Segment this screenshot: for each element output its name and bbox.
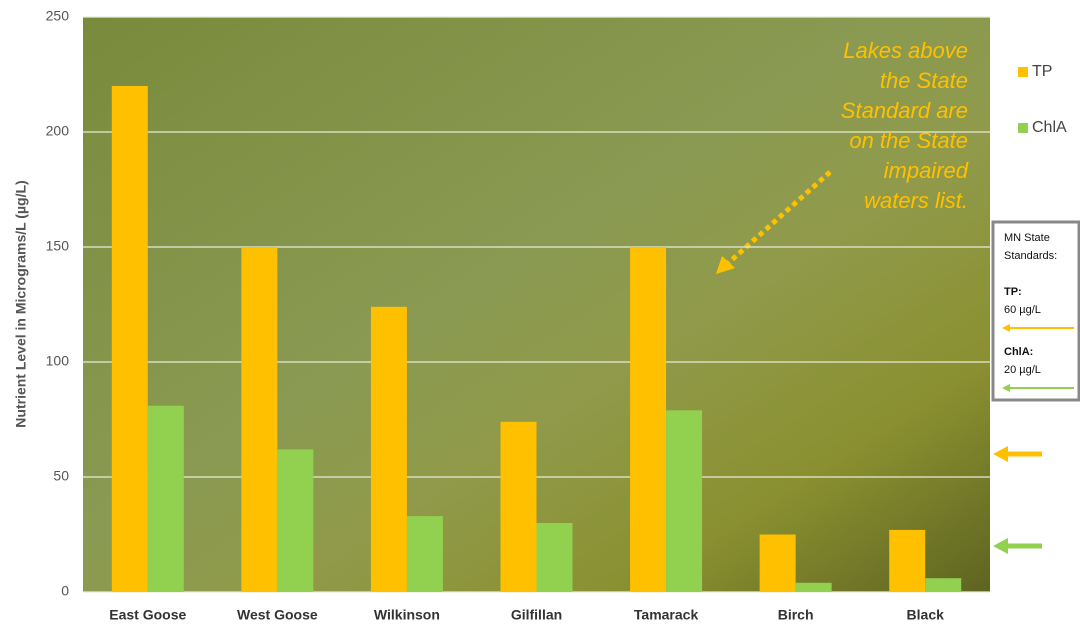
annotation-text: Lakes above: [843, 38, 968, 63]
annotation-arrow: [723, 170, 832, 268]
bar: [147, 405, 184, 592]
bar: [795, 582, 832, 592]
x-tick-label: Birch: [778, 607, 814, 623]
legend-label: ChlA: [1032, 119, 1067, 136]
standards-title: MN State: [1004, 232, 1050, 244]
y-axis-label: Nutrient Level in Micrograms/L (µg/L): [13, 180, 29, 427]
y-tick-label: 0: [61, 583, 69, 599]
bar: [666, 410, 703, 592]
y-tick-label: 100: [46, 353, 70, 369]
y-tick-label: 200: [46, 123, 70, 139]
bar: [111, 86, 148, 592]
bar: [925, 578, 962, 592]
y-tick-label: 150: [46, 238, 70, 254]
legend-swatch: [1018, 123, 1028, 133]
bar: [630, 247, 667, 592]
bar: [889, 529, 926, 592]
bar: [370, 306, 407, 592]
annotation-text: the State: [880, 68, 968, 93]
annotation-text: on the State: [849, 128, 968, 153]
legend-swatch: [1018, 67, 1028, 77]
x-tick-label: East Goose: [109, 607, 186, 623]
bar: [406, 516, 443, 592]
standards-box: [991, 220, 1080, 402]
annotation-arrowhead: [716, 256, 735, 274]
bar: [241, 247, 278, 592]
bar: [277, 449, 314, 592]
x-tick-label: West Goose: [237, 607, 318, 623]
standard-label: 20 µg/L: [1004, 364, 1041, 376]
bar: [536, 523, 573, 592]
bar: [500, 421, 537, 592]
standard-name: ChlA:: [1004, 346, 1033, 358]
bar: [759, 534, 796, 592]
x-tick-label: Tamarack: [634, 607, 699, 623]
annotation-text: Standard are: [841, 98, 968, 123]
legend-label: TP: [1032, 63, 1052, 80]
standards-title: Standards:: [1004, 250, 1057, 262]
y-tick-label: 50: [53, 468, 69, 484]
standard-box-arrowhead: [1002, 384, 1010, 392]
standard-name: TP:: [1004, 286, 1022, 298]
standard-box-arrowhead: [1002, 324, 1010, 332]
y-tick-label: 250: [46, 8, 70, 24]
standard-label: 60 µg/L: [1004, 304, 1041, 316]
x-tick-label: Gilfillan: [511, 607, 562, 623]
annotation-text: waters list.: [864, 188, 968, 213]
annotation-text: impaired: [884, 158, 969, 183]
standard-marker-head: [993, 446, 1008, 462]
x-tick-label: Black: [907, 607, 945, 623]
x-tick-label: Wilkinson: [374, 607, 440, 623]
standard-marker-head: [993, 538, 1008, 554]
